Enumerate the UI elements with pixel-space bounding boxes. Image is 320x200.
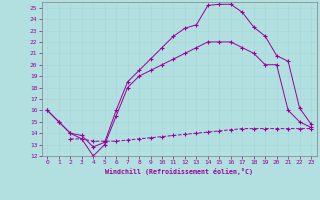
X-axis label: Windchill (Refroidissement éolien,°C): Windchill (Refroidissement éolien,°C) xyxy=(105,168,253,175)
